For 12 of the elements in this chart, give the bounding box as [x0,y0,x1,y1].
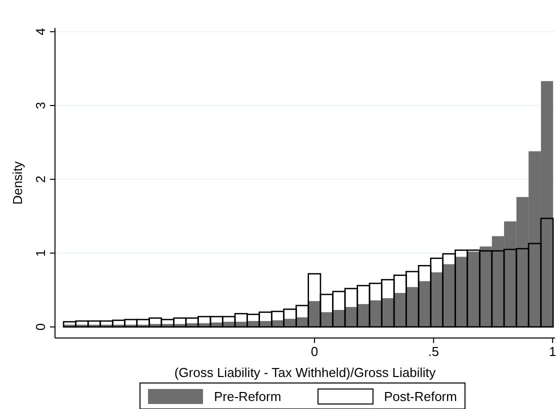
y-tick-label: 4 [33,28,48,36]
x-tick-label: .5 [428,344,439,359]
y-axis-title: Density [10,160,25,205]
x-axis-title: (Gross Liability - Tax Withheld)/Gross Liability [174,365,436,380]
y-tick-label: 0 [33,323,48,331]
y-tick-label: 3 [33,102,48,110]
x-tick-label: 0 [310,344,318,359]
legend-label: Pre-Reform [214,389,282,404]
y-tick-label: 2 [33,176,48,183]
legend-label: Post-Reform [384,389,457,404]
y-tick-label: 1 [33,250,48,257]
x-tick-label: 1 [549,344,556,359]
